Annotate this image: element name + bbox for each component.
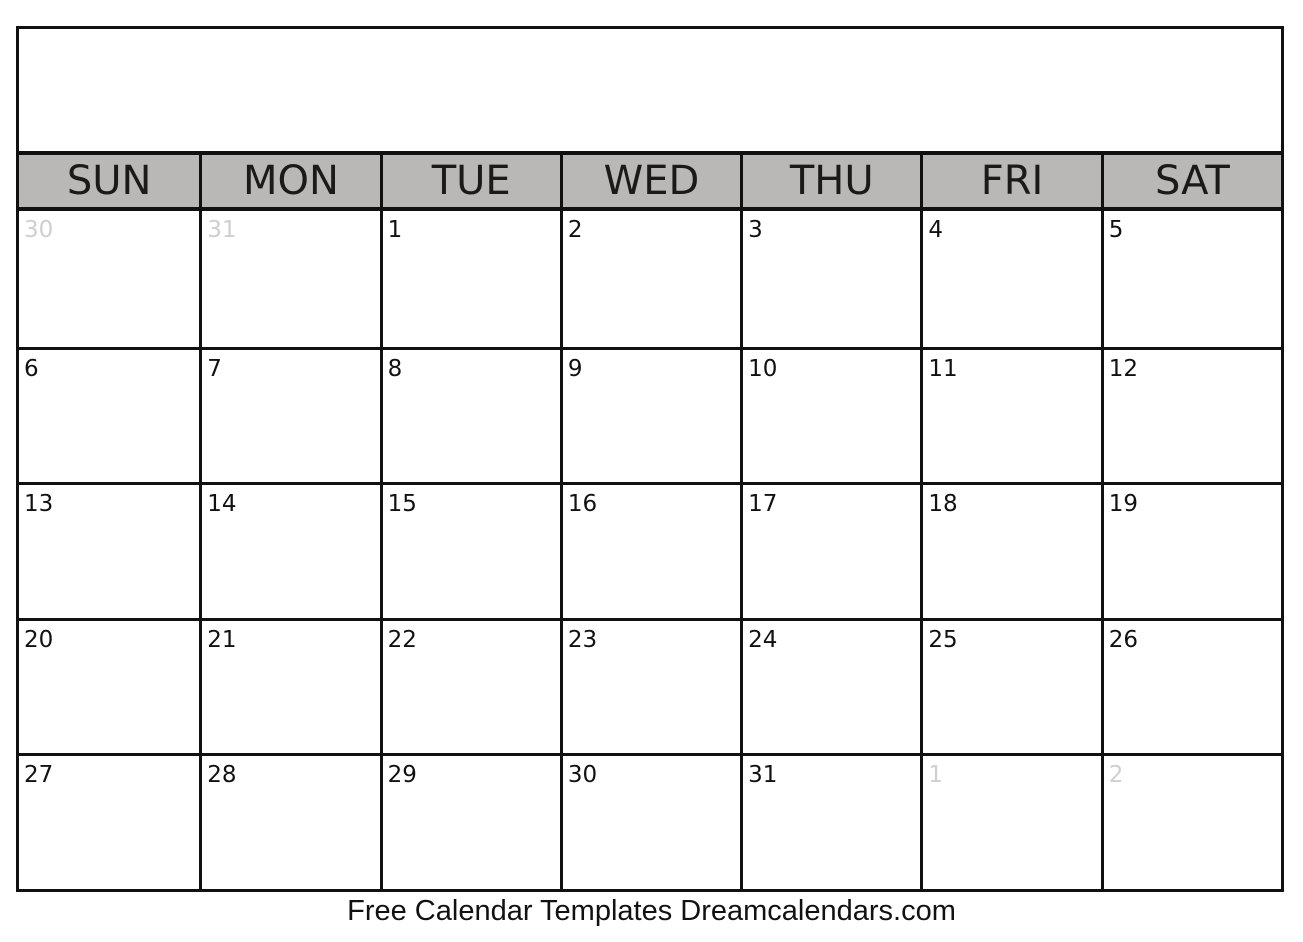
- day-number: 29: [387, 762, 417, 789]
- day-cell: 7: [199, 346, 380, 483]
- weekday-sun: SUN: [66, 158, 152, 204]
- day-number: 20: [24, 626, 54, 653]
- day-number: 18: [928, 491, 958, 518]
- day-cell: 2: [1100, 753, 1281, 889]
- day-cell: 1: [379, 211, 560, 347]
- day-number: 21: [207, 626, 237, 653]
- day-cell: 26: [1100, 617, 1281, 754]
- day-number: 1: [928, 762, 944, 789]
- weekday-thu: THU: [740, 155, 920, 207]
- day-cell: 3: [740, 211, 920, 347]
- day-cell: 16: [559, 482, 741, 618]
- day-cell: 21: [199, 617, 380, 754]
- day-cell: 28: [199, 753, 380, 889]
- day-cell: 24: [740, 617, 921, 754]
- day-number: 3: [748, 217, 763, 243]
- day-number: 30: [24, 217, 54, 243]
- day-number: 30: [567, 762, 598, 789]
- day-cell: 14: [199, 482, 380, 618]
- day-number: 5: [1108, 217, 1124, 243]
- day-number: 6: [24, 355, 39, 382]
- day-cell: 30: [19, 211, 199, 347]
- day-cell: 25: [920, 617, 1101, 754]
- day-number: 24: [748, 626, 778, 653]
- weekday-wed: WED: [559, 155, 740, 207]
- day-cell: 4: [920, 211, 1100, 347]
- day-number: 17: [748, 491, 778, 518]
- day-cell: 19: [1100, 482, 1281, 618]
- day-cell: 12: [1100, 346, 1281, 483]
- weekday-tue: TUE: [379, 155, 560, 207]
- day-cell: 17: [740, 482, 921, 618]
- day-cell: 31: [740, 753, 921, 889]
- day-number: 10: [748, 355, 778, 382]
- day-cell: 1: [920, 753, 1101, 889]
- day-number: 31: [207, 217, 237, 243]
- calendar: SUN MON TUE WED THU FRI SAT 30 31 1 2 3 4 5 6 7 8 9 10 11 1…: [16, 26, 1284, 892]
- day-number: 7: [207, 355, 222, 382]
- day-cell: 31: [199, 211, 379, 347]
- day-number: 2: [1108, 762, 1124, 789]
- day-number: 2: [567, 217, 583, 243]
- day-cell: 8: [379, 346, 560, 483]
- day-cell: 15: [379, 482, 560, 618]
- day-number: 13: [24, 491, 54, 518]
- weekday-header: SUN MON TUE WED THU FRI SAT: [19, 155, 1281, 211]
- day-number: 9: [567, 355, 583, 382]
- day-number: 22: [387, 626, 417, 653]
- day-cell: 29: [379, 753, 560, 889]
- day-grid: 30 31 1 2 3 4 5 6 7 8 9 10 11 12 13 14 15 16 17 18 19 20 21 22 2…: [19, 211, 1281, 889]
- day-cell: 5: [1100, 211, 1281, 347]
- day-number: 31: [748, 762, 778, 789]
- weekday-mon: MON: [199, 155, 379, 207]
- day-cell: 2: [559, 211, 740, 347]
- day-cell: 6: [19, 346, 200, 483]
- footer: Free Calendar Templates Dreamcalendars.c…: [0, 895, 1303, 928]
- day-number: 12: [1108, 355, 1138, 382]
- day-cell: 20: [19, 617, 200, 754]
- day-number: 14: [207, 491, 237, 518]
- day-number: 15: [387, 491, 417, 518]
- day-number: 19: [1108, 491, 1138, 518]
- day-number: 8: [387, 355, 403, 382]
- day-number: 23: [567, 626, 598, 653]
- day-cell: 9: [559, 346, 741, 483]
- day-number: 28: [207, 762, 237, 789]
- day-cell: 11: [920, 346, 1101, 483]
- footer-text: Free Calendar Templates: [347, 895, 673, 927]
- weekday-sat: SAT: [1100, 155, 1281, 207]
- day-cell: 23: [559, 617, 741, 754]
- day-cell: 22: [379, 617, 560, 754]
- day-cell: 18: [920, 482, 1101, 618]
- day-number: 1: [387, 217, 403, 243]
- day-number: 11: [928, 355, 958, 382]
- day-number: 27: [24, 762, 54, 789]
- day-number: 16: [567, 491, 598, 518]
- day-number: 4: [928, 217, 944, 243]
- footer-site-link[interactable]: Dreamcalendars.com: [680, 895, 956, 927]
- day-number: 25: [928, 626, 958, 653]
- weekday-fri: FRI: [920, 155, 1100, 207]
- day-cell: 10: [740, 346, 921, 483]
- month-title-area: [19, 29, 1281, 155]
- day-cell: 13: [19, 482, 200, 618]
- day-number: 26: [1108, 626, 1138, 653]
- day-cell: 27: [19, 753, 200, 889]
- day-cell: 30: [559, 753, 741, 889]
